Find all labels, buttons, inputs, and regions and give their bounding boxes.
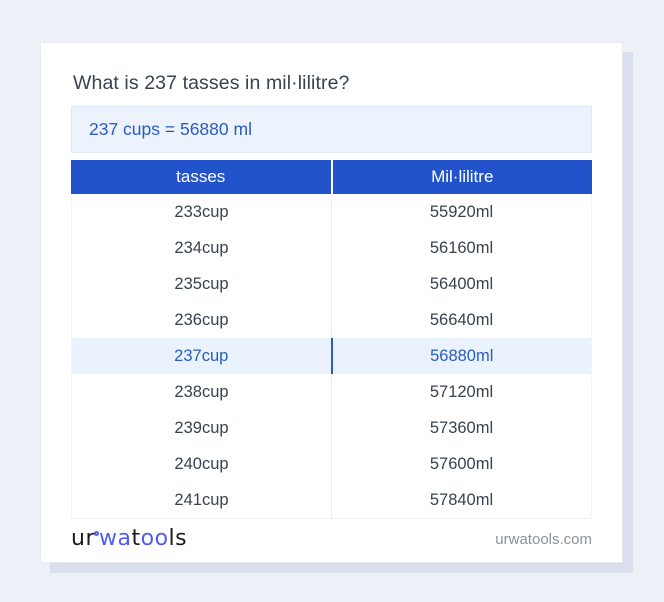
table-cell-millilitre: 57840ml [331,482,591,518]
table-cell-millilitre: 56880ml [330,338,592,374]
table-cell-tasses: 233cup [174,202,229,221]
table-cell-millilitre: 56640ml [331,302,591,338]
page-title: What is 237 tasses in mil·lilitre? [73,72,350,94]
converter-card: What is 237 tasses in mil·lilitre? 237 c… [40,42,623,563]
conversion-table: tasses Mil·lilitre 233cup 55920ml 234cup… [71,160,592,519]
table-cell-millilitre: 57120ml [331,374,591,410]
table-cell-tasses: 237cup [174,346,229,365]
table-row: 233cup 55920ml [72,194,591,230]
table-cell-tasses: 236cup [174,310,229,329]
logo-ring-icon [94,531,99,537]
table-cell-tasses: 241cup [174,490,229,509]
table-cell-millilitre: 55920ml [331,194,591,230]
table-row: 235cup 56400ml [72,266,591,302]
logo[interactable]: ur wa t oo ls [71,525,188,551]
site-url: urwatools.com [495,530,592,548]
table-row: 236cup 56640ml [72,302,591,338]
table-cell-millilitre: 57600ml [331,446,591,482]
conversion-result-text: 237 cups = 56880 ml [89,119,252,139]
table-cell-millilitre: 57360ml [331,410,591,446]
table-cell-tasses: 234cup [174,238,229,257]
logo-text-segment: ls [168,525,188,551]
logo-text-segment: t [131,525,141,551]
table-cell-tasses: 235cup [174,274,229,293]
logo-text-segment: ur [71,525,95,551]
table-row: 238cup 57120ml [72,374,591,410]
table-row: 234cup 56160ml [72,230,591,266]
table-cell-millilitre: 56400ml [331,266,591,302]
table-body: 233cup 55920ml 234cup 56160ml 235cup 564… [71,194,592,519]
table-row: 241cup 57840ml [72,482,591,518]
table-cell-tasses: 240cup [174,454,229,473]
table-row: 237cup 56880ml [72,338,591,374]
table-row: 239cup 57360ml [72,410,591,446]
table-row: 240cup 57600ml [72,446,591,482]
logo-text-segment: wa [99,525,132,551]
table-header-row: tasses Mil·lilitre [71,160,592,194]
table-cell-tasses: 238cup [174,382,229,401]
card-footer: ur wa t oo ls urwatools.com [71,519,592,559]
logo-text-segment: oo [140,525,169,551]
table-header-millilitre: Mil·lilitre [330,160,593,194]
table-header-tasses: tasses [176,167,226,186]
table-cell-millilitre: 56160ml [331,230,591,266]
conversion-result-box: 237 cups = 56880 ml [71,106,592,153]
table-cell-tasses: 239cup [174,418,229,437]
